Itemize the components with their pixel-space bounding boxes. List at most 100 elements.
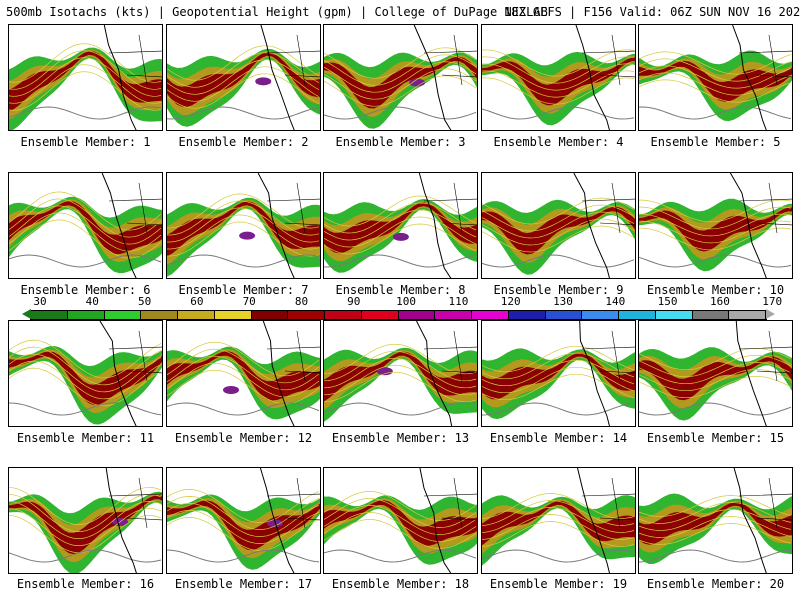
gray-contour bbox=[9, 106, 162, 120]
height-contour bbox=[167, 221, 320, 257]
height-contour bbox=[167, 59, 320, 95]
ensemble-member-label: Ensemble Member: 15 bbox=[646, 431, 785, 445]
height-contour bbox=[9, 191, 162, 231]
height-contour bbox=[9, 507, 162, 546]
colorbar-segment bbox=[582, 311, 619, 319]
ensemble-map-8 bbox=[323, 172, 478, 279]
map-graphic bbox=[482, 173, 635, 278]
isotach-fill-red bbox=[482, 206, 635, 255]
colorbar-tick-label: 70 bbox=[242, 295, 256, 308]
height-contour bbox=[9, 346, 162, 386]
height-contour bbox=[167, 214, 320, 250]
height-contour bbox=[639, 72, 792, 96]
gray-contour bbox=[167, 402, 320, 416]
ensemble-member-label: Ensemble Member: 12 bbox=[174, 431, 313, 445]
height-contour bbox=[324, 47, 477, 79]
gray-contour bbox=[639, 549, 792, 563]
height-contour bbox=[9, 57, 162, 97]
height-contour bbox=[482, 56, 635, 84]
height-contour bbox=[324, 364, 477, 396]
isotach-fill-red bbox=[639, 502, 792, 545]
gray-contour bbox=[324, 402, 477, 416]
ensemble-member-label: Ensemble Member: 17 bbox=[174, 577, 313, 591]
height-contour bbox=[639, 51, 792, 75]
height-contour bbox=[639, 199, 792, 223]
colorbar-tick-label: 150 bbox=[657, 295, 678, 308]
gray-contour bbox=[482, 254, 635, 268]
isotach-fill-red bbox=[167, 351, 320, 401]
isotach-fill-olive bbox=[9, 349, 162, 413]
height-contour bbox=[9, 64, 162, 104]
height-contour bbox=[167, 73, 320, 109]
colorbar-segment bbox=[178, 311, 215, 319]
isotach-fill-red bbox=[167, 52, 320, 107]
coastline bbox=[416, 321, 453, 426]
height-contour bbox=[9, 205, 162, 245]
political-borders bbox=[581, 34, 635, 86]
height-contour bbox=[9, 71, 162, 111]
height-contour bbox=[167, 207, 320, 243]
ensemble-map-11 bbox=[8, 320, 163, 427]
ensemble-map-18 bbox=[323, 467, 478, 574]
height-contour bbox=[9, 50, 162, 90]
colorbar-segment bbox=[619, 311, 656, 319]
height-contour bbox=[9, 486, 162, 525]
coastline bbox=[418, 173, 452, 278]
colorbar-segment bbox=[31, 311, 68, 319]
colorbar-right-arrow bbox=[766, 309, 775, 319]
ensemble-map-9 bbox=[481, 172, 636, 279]
ensemble-member-label: Ensemble Member: 3 bbox=[335, 135, 466, 149]
ensemble-map-16 bbox=[8, 467, 163, 574]
isotach-fill-red bbox=[482, 352, 635, 400]
height-contour bbox=[324, 350, 477, 382]
coastline bbox=[729, 173, 767, 278]
political-borders bbox=[738, 477, 792, 529]
height-contour bbox=[639, 347, 792, 371]
political-borders bbox=[423, 330, 477, 382]
colorbar-tick-label: 110 bbox=[448, 295, 469, 308]
height-contour bbox=[324, 371, 477, 403]
political-borders bbox=[423, 182, 477, 234]
colorbar-segment bbox=[361, 311, 399, 319]
colorbar-tick-label: 80 bbox=[294, 295, 309, 308]
ensemble-map-6 bbox=[8, 172, 163, 279]
ensemble-map-12 bbox=[166, 320, 321, 427]
ensemble-member-label: Ensemble Member: 19 bbox=[489, 577, 628, 591]
height-contour bbox=[482, 204, 635, 232]
coastline bbox=[262, 321, 295, 426]
height-contour bbox=[324, 519, 477, 549]
height-contour bbox=[167, 503, 320, 537]
political-borders bbox=[581, 330, 635, 382]
ensemble-map-20 bbox=[638, 467, 793, 574]
height-contour bbox=[639, 509, 792, 531]
height-contour bbox=[482, 63, 635, 91]
height-contour bbox=[639, 523, 792, 545]
coastline bbox=[419, 468, 452, 573]
height-contour bbox=[482, 366, 635, 394]
ensemble-map-14 bbox=[481, 320, 636, 427]
height-contour bbox=[324, 491, 477, 521]
colorbar-segment bbox=[251, 311, 289, 319]
coastline bbox=[733, 468, 767, 573]
height-contour bbox=[324, 202, 477, 234]
ensemble-member-label: Ensemble Member: 14 bbox=[489, 431, 628, 445]
coastline bbox=[735, 321, 767, 426]
coastline bbox=[413, 25, 452, 130]
ensemble-map-3 bbox=[323, 24, 478, 131]
ensemble-map-7 bbox=[166, 172, 321, 279]
height-contour bbox=[639, 502, 792, 524]
height-contour bbox=[9, 219, 162, 259]
height-contour bbox=[167, 517, 320, 551]
political-borders bbox=[738, 34, 792, 86]
gray-contour bbox=[167, 254, 320, 268]
height-contour bbox=[482, 225, 635, 253]
height-contour bbox=[9, 367, 162, 407]
gray-contour bbox=[9, 549, 162, 563]
height-contour bbox=[324, 68, 477, 100]
height-contour bbox=[167, 489, 320, 523]
height-contour bbox=[482, 211, 635, 239]
height-contour bbox=[324, 505, 477, 535]
map-graphic bbox=[167, 321, 320, 426]
political-borders bbox=[423, 477, 477, 529]
height-contour bbox=[482, 521, 635, 547]
